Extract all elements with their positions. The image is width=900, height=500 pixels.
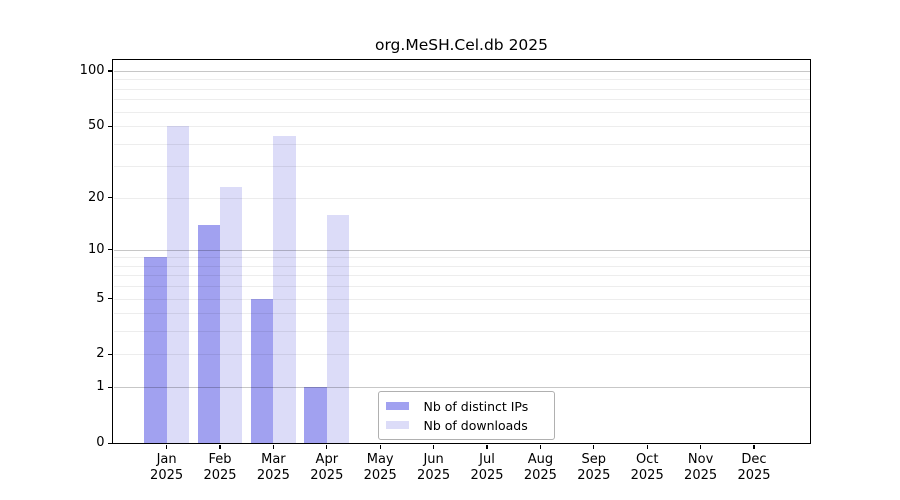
- bar-downloads-feb-2025: [220, 186, 243, 443]
- x-tick-mark-12: [753, 444, 755, 449]
- x-tick-label-3: Mar 2025: [256, 452, 290, 483]
- x-tick-mark-1: [166, 444, 168, 449]
- y-tick-mark-10: [108, 249, 112, 251]
- x-tick-label-11: Nov 2025: [684, 452, 718, 483]
- y-tick-label-100: 100: [79, 62, 105, 78]
- gridline-major-1: [113, 387, 810, 389]
- gridline-minor-90: [113, 79, 810, 81]
- x-tick-mark-2: [219, 444, 221, 449]
- y-tick-label-50: 50: [87, 118, 105, 134]
- gridline-minor-30: [113, 166, 810, 168]
- x-tick-label-6: Jun 2025: [417, 452, 451, 483]
- x-tick-mark-11: [700, 444, 702, 449]
- y-tick-mark-5: [108, 298, 112, 300]
- gridline-minor-40: [113, 143, 810, 145]
- y-tick-mark-0: [108, 442, 112, 444]
- x-tick-mark-7: [486, 444, 488, 449]
- legend-label-distinct-ips: Nb of distinct IPs: [423, 398, 529, 414]
- gridline-minor-2: [113, 354, 810, 356]
- x-tick-mark-5: [379, 444, 381, 449]
- legend: Nb of distinct IPs Nb of downloads: [377, 391, 555, 440]
- bar-downloads-apr-2025: [326, 214, 350, 443]
- gridline-minor-6: [113, 286, 810, 288]
- y-tick-label-0: 0: [96, 435, 105, 450]
- x-tick-mark-8: [539, 444, 541, 449]
- x-tick-label-12: Dec 2025: [737, 452, 771, 483]
- bar-distinct-ips-mar-2025: [251, 298, 274, 443]
- x-tick-label-10: Oct 2025: [630, 452, 664, 483]
- bar-distinct-ips-feb-2025: [197, 224, 220, 443]
- bar-downloads-jan-2025: [166, 126, 189, 443]
- gridline-minor-4: [113, 313, 810, 315]
- x-tick-mark-4: [326, 444, 328, 449]
- gridline-minor-20: [113, 197, 810, 199]
- x-tick-mark-10: [646, 444, 648, 449]
- legend-swatch-distinct-ips: [385, 401, 409, 411]
- gridline-minor-80: [113, 88, 810, 90]
- legend-swatch-downloads: [385, 420, 409, 430]
- x-tick-label-5: May 2025: [363, 452, 397, 483]
- y-tick-label-10: 10: [87, 241, 105, 257]
- x-tick-mark-9: [593, 444, 595, 449]
- gridline-major-100: [113, 70, 810, 72]
- gridline-minor-7: [113, 275, 810, 277]
- x-tick-mark-6: [433, 444, 435, 449]
- bar-distinct-ips-apr-2025: [304, 387, 327, 443]
- x-tick-label-9: Sep 2025: [577, 452, 611, 483]
- y-tick-mark-50: [108, 125, 112, 127]
- bar-downloads-mar-2025: [273, 136, 296, 443]
- gridline-minor-9: [113, 257, 810, 259]
- y-tick-label-20: 20: [87, 189, 105, 205]
- y-tick-mark-2: [108, 353, 112, 356]
- y-tick-label-5: 5: [96, 290, 105, 306]
- legend-row-distinct-ips: Nb of distinct IPs: [385, 398, 554, 414]
- x-tick-label-8: Aug 2025: [523, 452, 557, 483]
- gridline-minor-60: [113, 111, 810, 113]
- x-tick-label-2: Feb 2025: [203, 452, 237, 483]
- gridline-minor-5: [113, 298, 810, 300]
- y-tick-mark-1: [108, 386, 112, 388]
- gridline-minor-70: [113, 99, 810, 101]
- gridline-minor-8: [113, 265, 810, 267]
- legend-row-downloads: Nb of downloads: [385, 417, 554, 433]
- plot-area: [112, 58, 811, 444]
- x-tick-label-4: Apr 2025: [310, 452, 344, 483]
- y-tick-mark-20: [108, 197, 112, 199]
- gridline-minor-50: [113, 126, 810, 128]
- y-tick-label-2: 2: [96, 346, 105, 362]
- x-tick-mark-3: [272, 444, 274, 449]
- chart-title: org.MeSH.Cel.db 2025: [374, 36, 549, 54]
- gridline-major-10: [113, 249, 810, 251]
- x-tick-label-7: Jul 2025: [470, 452, 504, 483]
- bar-distinct-ips-jan-2025: [144, 257, 167, 443]
- y-tick-mark-100: [108, 70, 112, 72]
- x-tick-label-1: Jan 2025: [150, 452, 184, 483]
- y-tick-label-1: 1: [96, 379, 105, 395]
- legend-label-downloads: Nb of downloads: [423, 417, 528, 433]
- gridline-minor-3: [113, 331, 810, 333]
